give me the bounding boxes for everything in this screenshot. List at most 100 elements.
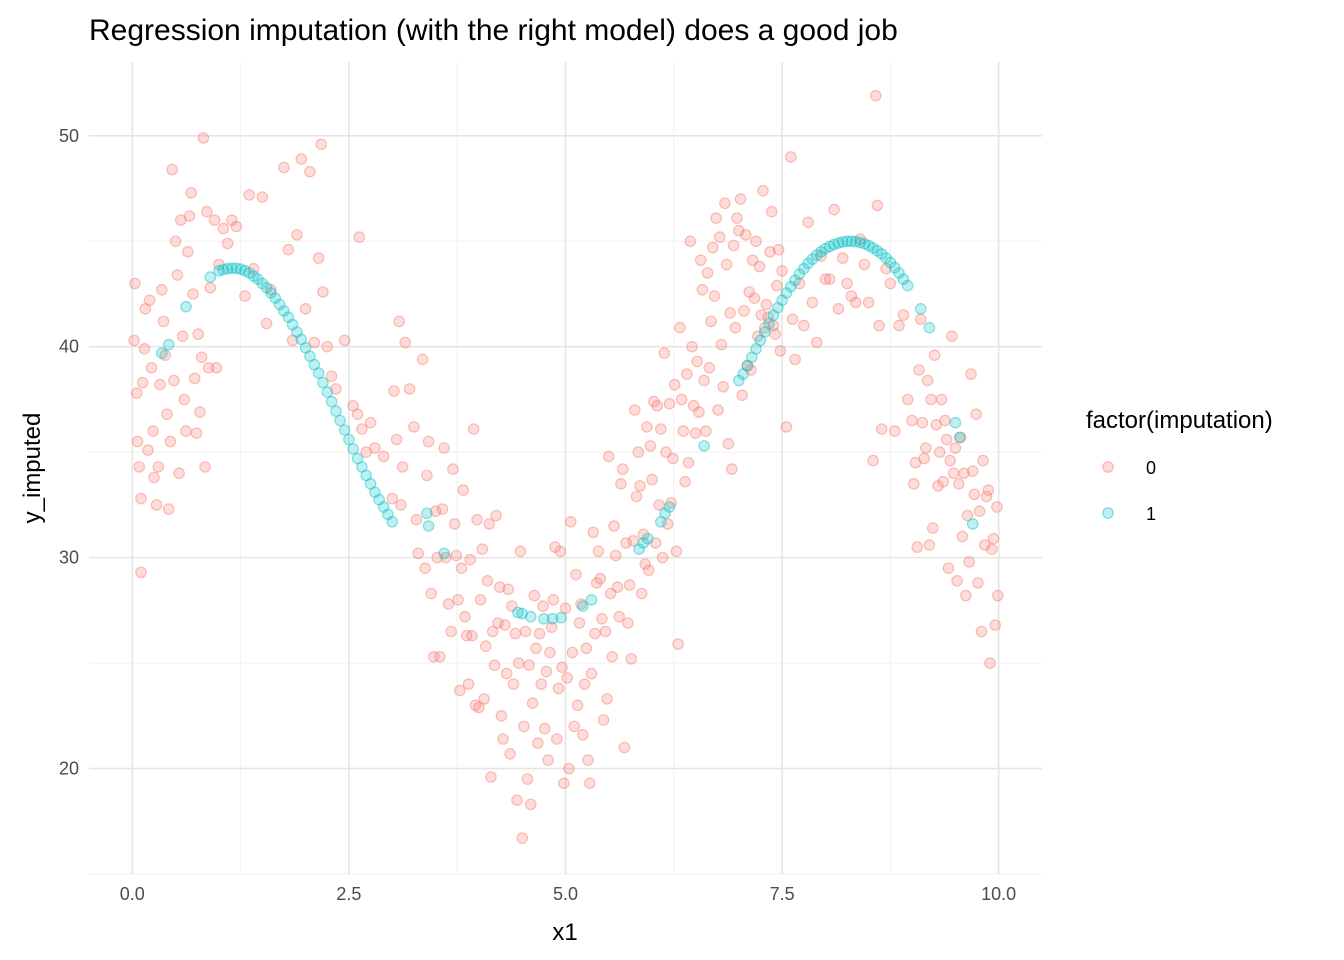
data-point [436,503,449,515]
data-point [944,454,956,467]
data-point [537,612,550,625]
data-point [390,433,403,446]
data-point [217,263,230,276]
data-point [806,296,819,309]
data-point [810,336,823,349]
data-point [128,334,140,347]
data-point [226,262,238,275]
data-point [247,262,260,275]
data-point [758,321,771,334]
data-point [679,475,691,488]
data-point [265,287,277,299]
data-point [949,416,962,429]
data-point [278,161,290,174]
data-point [977,454,989,467]
data-point [421,507,433,520]
data-point [247,270,260,282]
data-point [438,442,450,454]
data-point [356,423,368,435]
data-point [570,568,582,581]
data-point [982,484,995,496]
major-gridlines [89,62,1042,874]
data-point [745,351,758,364]
data-point [668,378,681,391]
data-point [634,480,646,492]
data-point [509,627,522,640]
data-point [760,298,773,311]
data-point [524,798,537,811]
data-point [537,600,549,612]
data-point [727,239,740,252]
data-point [748,292,761,304]
data-point [725,463,738,475]
data-point [923,321,936,334]
data-point [737,368,749,380]
data-point [745,364,757,376]
data-point [133,461,145,473]
data-point [312,367,325,379]
data-point [583,777,596,790]
data-point [918,452,930,465]
data-point [901,279,914,292]
data-point [757,184,769,197]
y-axis-tick-labels: 20 30 40 50 [59,126,79,779]
data-point [897,273,910,285]
data-point [568,720,580,733]
data-point [162,338,175,351]
data-point [729,321,742,334]
data-point [256,277,269,290]
data-point [720,258,733,271]
data-point [493,581,506,593]
data-point [291,229,303,241]
data-point [488,659,501,671]
data-point [828,203,840,216]
y-tick-label: 40 [59,337,79,357]
data-point [546,612,559,625]
data-point [308,358,321,371]
data-point [609,549,622,562]
data-point [516,607,528,620]
data-point [854,236,866,249]
data-point [687,399,700,412]
data-point [923,539,936,551]
data-point [620,537,632,549]
y-tick-label: 20 [59,759,79,779]
data-point [145,361,158,374]
data-point [448,518,461,530]
data-point [754,334,767,347]
data-point [154,378,166,391]
data-point [317,376,329,389]
data-point [182,246,194,258]
data-point [686,340,698,353]
data-point [347,399,359,412]
data-point [615,477,627,490]
data-point [547,593,560,606]
data-point [888,425,901,437]
data-point [434,650,446,663]
data-point [504,747,516,760]
legend-label: 0 [1146,458,1156,478]
data-point [195,351,208,364]
data-point [425,587,437,600]
data-point [596,612,608,625]
data-point [884,277,897,290]
data-point [377,501,390,513]
data-point [452,593,464,606]
data-point [632,446,645,458]
data-point [618,741,631,754]
data-point [554,545,567,558]
data-point [746,254,759,267]
data-point [937,475,949,488]
data-point [651,399,664,412]
data-point [505,600,518,612]
data-point [953,431,966,444]
data-point [750,235,762,248]
data-point [364,416,377,429]
data-point [991,589,1004,602]
data-point [239,290,251,302]
data-point [412,547,424,560]
data-point [495,709,508,722]
data-point [291,326,303,338]
data-point [916,416,929,429]
data-point [325,395,338,408]
